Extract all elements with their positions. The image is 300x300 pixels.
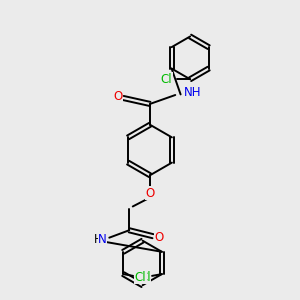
Text: H: H xyxy=(94,233,102,246)
Text: N: N xyxy=(98,233,107,246)
Text: Cl: Cl xyxy=(139,271,151,284)
Text: Cl: Cl xyxy=(134,271,146,284)
Text: O: O xyxy=(154,231,164,244)
Text: NH: NH xyxy=(184,85,201,98)
Text: O: O xyxy=(146,187,154,200)
Text: O: O xyxy=(113,90,122,103)
Text: Cl: Cl xyxy=(161,73,172,86)
